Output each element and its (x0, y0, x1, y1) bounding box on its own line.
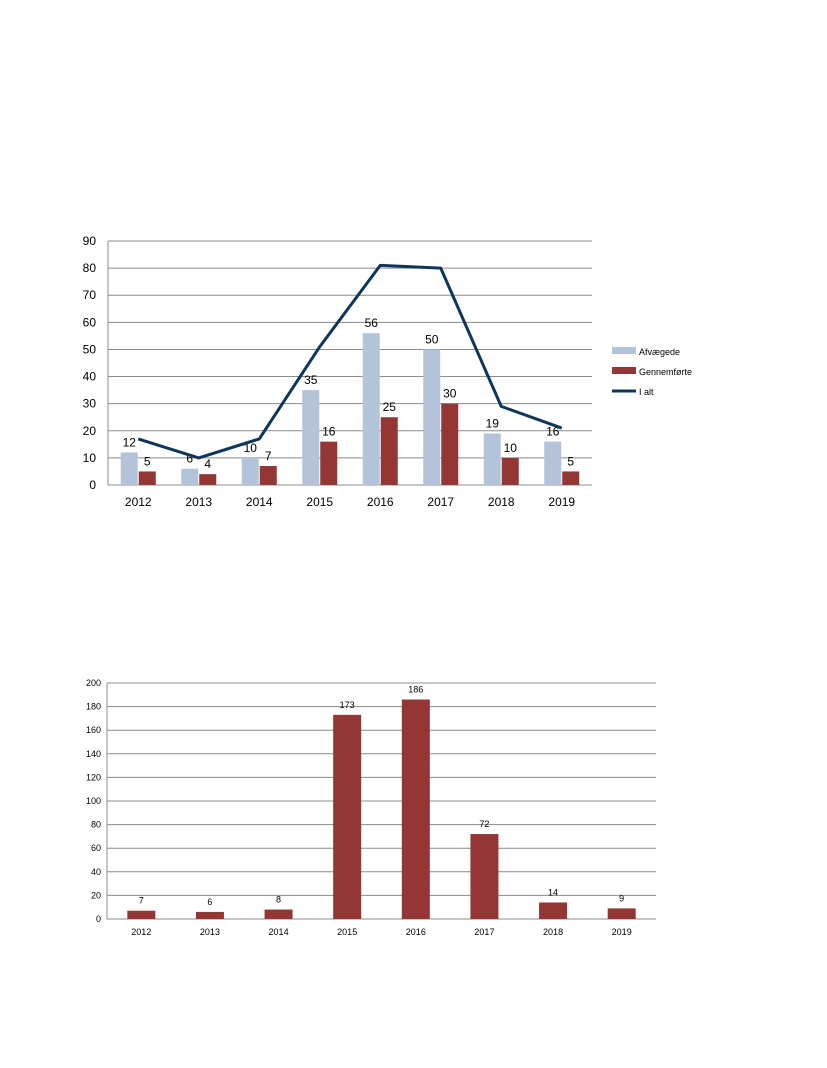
chart1-data-label-gennemfoerte: 30 (443, 387, 457, 401)
chart1-bar-gennemfoerte (380, 417, 398, 485)
chart1-bar-gennemfoerte (441, 403, 459, 485)
chart2-y-tick-label: 140 (86, 749, 101, 759)
chart2-x-tick-label: 2017 (474, 927, 494, 937)
chart1-x-tick-label: 2012 (125, 495, 152, 509)
chart1-y-tick-label: 20 (83, 424, 97, 438)
chart2-data-label: 186 (408, 685, 423, 695)
chart2-y-tick-label: 100 (86, 796, 101, 806)
chart1-x-tick-label: 2015 (306, 495, 333, 509)
chart1-bar-afvaergede (302, 390, 320, 485)
chart2-data-label: 72 (479, 819, 489, 829)
chart1-x-tick-label: 2013 (185, 495, 212, 509)
chart1-bar-afvaergede (181, 468, 199, 485)
chart1-data-label-afvaergede: 35 (304, 373, 318, 387)
chart2-bar (607, 908, 636, 919)
chart1-x-tick-label: 2017 (427, 495, 454, 509)
chart1-data-label-afvaergede: 19 (486, 416, 500, 430)
chart1-x-tick-label: 2019 (548, 495, 575, 509)
chart2-x-tick-label: 2012 (131, 927, 151, 937)
chart1-data-label-gennemfoerte: 5 (567, 454, 574, 468)
chart1-x-tick-label: 2018 (488, 495, 515, 509)
chart1-line-i-alt (137, 263, 563, 460)
chart1-bar-gennemfoerte (259, 466, 277, 485)
chart1-y-tick-label: 50 (83, 342, 97, 356)
chart1-y-tick-label: 80 (83, 261, 97, 275)
chart1-bar-gennemfoerte (562, 471, 580, 485)
chart1-legend-label: Afvægede (639, 347, 680, 357)
chart2-bar (401, 699, 430, 919)
chart2-data-label: 9 (619, 893, 624, 903)
chart2-y-tick-label: 20 (91, 890, 101, 900)
chart2-bar (470, 834, 499, 919)
chart2-data-label: 8 (276, 895, 281, 905)
chart1-data-label-afvaergede: 50 (425, 332, 439, 346)
chart2-data-label: 14 (548, 887, 558, 897)
chart2-y-tick-label: 120 (86, 772, 101, 782)
chart1-data-label-afvaergede: 56 (365, 316, 379, 330)
chart1-y-tick-label: 70 (83, 288, 97, 302)
chart2-y-tick-label: 180 (86, 702, 101, 712)
chart2-x-tick-label: 2018 (543, 927, 563, 937)
chart2-data-label: 173 (340, 700, 355, 710)
chart2-y-tick-label: 60 (91, 843, 101, 853)
chart1-bar-gennemfoerte (501, 457, 519, 485)
chart1-y-tick-label: 40 (83, 370, 97, 384)
chart1-bar-afvaergede (483, 433, 501, 485)
chart2-data-label: 7 (139, 896, 144, 906)
chart1-data-label-gennemfoerte: 16 (322, 425, 336, 439)
chart1-y-tick-label: 60 (83, 315, 97, 329)
chart2-y-tick-label: 80 (91, 820, 101, 830)
chart1-y-tick-label: 10 (83, 451, 97, 465)
chart1-y-tick-label: 0 (89, 478, 96, 492)
chart2-y-tick-label: 0 (96, 914, 101, 924)
chart1-bar-gennemfoerte (320, 441, 338, 485)
chart1-x-tick-label: 2016 (367, 495, 394, 509)
chart1-data-label-afvaergede: 6 (186, 452, 193, 466)
chart2-bar (195, 911, 224, 919)
chart1-bar-afvaergede (423, 349, 441, 485)
chart1-data-label-afvaergede: 12 (123, 435, 137, 449)
chart2-bar (264, 909, 293, 919)
chart1-data-label-gennemfoerte: 5 (144, 454, 151, 468)
chart1-data-label-gennemfoerte: 10 (504, 441, 518, 455)
chart2-x-tick-label: 2013 (200, 927, 220, 937)
chart2-y-tick-label: 200 (86, 678, 101, 688)
chart1-legend-swatch (612, 347, 636, 354)
chart1-data-label-gennemfoerte: 7 (265, 449, 272, 463)
chart2-y-tick-label: 40 (91, 867, 101, 877)
chart1-bar-afvaergede (544, 441, 562, 485)
chart1-bar-gennemfoerte (138, 471, 156, 485)
chart1-y-tick-label: 90 (83, 234, 97, 248)
chart1-x-tick-label: 2014 (246, 495, 273, 509)
chart1-legend-label: I alt (639, 387, 654, 397)
chart2-x-tick-label: 2014 (269, 927, 289, 937)
chart1-data-label-afvaergede: 16 (546, 425, 560, 439)
chart1-data-label-gennemfoerte: 4 (204, 457, 211, 471)
chart1-bar-afvaergede (120, 452, 138, 485)
chart1-legend-swatch (612, 367, 636, 374)
chart2-x-tick-label: 2016 (406, 927, 426, 937)
chart2-data-label: 6 (207, 897, 212, 907)
chart1-y-tick-label: 30 (83, 397, 97, 411)
chart2-y-tick-label: 160 (86, 725, 101, 735)
chart2-x-tick-label: 2015 (337, 927, 357, 937)
chart1-data-label-gennemfoerte: 25 (383, 400, 397, 414)
chart1-data-label-afvaergede: 10 (244, 441, 258, 455)
chart1-bar-afvaergede (241, 457, 259, 485)
chart1-bar-afvaergede (362, 333, 380, 485)
chart2-x-tick-label: 2019 (612, 927, 632, 937)
chart2-bar (333, 714, 362, 919)
chart1-bar-gennemfoerte (199, 474, 217, 485)
chart2-bar (539, 902, 568, 919)
chart2-bar (127, 910, 156, 919)
chart1-legend-label: Gennemførte (639, 367, 692, 377)
